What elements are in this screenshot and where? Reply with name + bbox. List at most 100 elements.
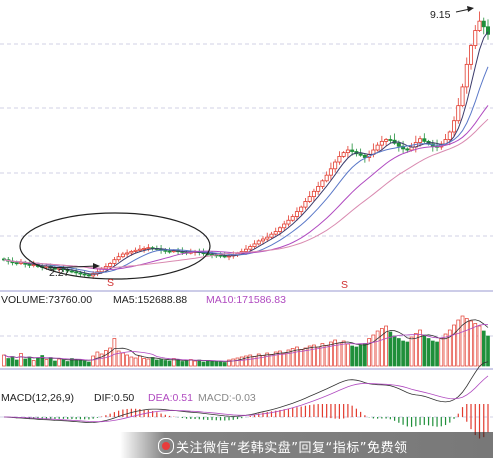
- macd-bar: [236, 417, 239, 420]
- macd-bar: [427, 417, 430, 426]
- volume-bar: [10, 356, 15, 367]
- volume-bar: [363, 343, 367, 367]
- candle-body: [485, 26, 490, 35]
- volume-bar: [303, 347, 308, 367]
- candle-body: [222, 255, 227, 258]
- ma30-line: [3, 118, 489, 269]
- volume-bar: [464, 318, 469, 367]
- candle-body: [14, 262, 19, 265]
- sell-marker: S: [341, 279, 348, 291]
- candle-body: [362, 154, 367, 158]
- candle-body: [69, 270, 74, 273]
- candle-body: [256, 240, 261, 245]
- candle-body: [384, 139, 389, 142]
- volume-bar: [469, 320, 473, 367]
- candle-body: [320, 180, 325, 187]
- low-arrow-head: [93, 263, 100, 269]
- macd-bar: [156, 412, 158, 417]
- volume-bar: [282, 353, 287, 367]
- volume-bar: [82, 360, 87, 367]
- volume-bar: [44, 359, 49, 367]
- macd-bar: [296, 407, 298, 417]
- volume-bar: [201, 361, 206, 367]
- macd-bar: [292, 407, 294, 417]
- macd-bar: [135, 408, 137, 417]
- volume-bar: [218, 361, 223, 367]
- candle-body: [388, 139, 393, 141]
- volume-bar: [116, 350, 121, 367]
- candle-body: [125, 252, 130, 255]
- volume-bar: [244, 355, 248, 367]
- volume-bar: [430, 340, 435, 367]
- candle-body: [345, 149, 350, 154]
- volume-bar: [354, 346, 359, 367]
- volume-bar: [248, 354, 253, 367]
- volume-bar: [473, 323, 478, 367]
- macd-bar: [436, 417, 438, 427]
- candle-body: [473, 30, 478, 46]
- macd-bar: [190, 417, 192, 419]
- candle-body: [303, 201, 308, 208]
- volume-bar: [435, 341, 439, 367]
- macd-bar: [58, 417, 60, 419]
- macd-bar: [160, 413, 162, 417]
- volume-bar: [2, 354, 6, 367]
- macd-bar: [402, 417, 404, 425]
- candle-body: [282, 223, 287, 229]
- ma10-line: [3, 66, 489, 273]
- macd-bar: [470, 404, 472, 430]
- volume-bar: [413, 333, 418, 367]
- candle-body: [328, 168, 333, 176]
- volume-bar: [40, 355, 45, 367]
- volume-bar: [486, 335, 490, 367]
- candle-body: [333, 161, 338, 170]
- candle-body: [86, 274, 91, 277]
- macd-bar: [283, 409, 285, 417]
- volume-bar: [87, 361, 91, 367]
- candle-body: [129, 251, 134, 254]
- macd-bar: [198, 417, 200, 420]
- candle-body: [452, 120, 457, 133]
- macd-bar: [113, 412, 115, 417]
- volume-bar: [443, 333, 448, 367]
- volume-bar: [129, 356, 134, 367]
- macd-bar: [270, 411, 273, 417]
- volume-bar: [346, 343, 350, 367]
- volume-bar: [180, 361, 185, 367]
- volume-bar: [371, 334, 376, 367]
- candle-body: [307, 196, 312, 202]
- macd-bar: [249, 415, 251, 417]
- macd-bar: [279, 409, 281, 417]
- volume-bar: [299, 349, 304, 367]
- macd-bar: [440, 417, 442, 427]
- macd-bar: [215, 417, 217, 421]
- volume-bar: [142, 358, 146, 367]
- volume-bar: [447, 329, 452, 367]
- volume-bar: [99, 353, 104, 367]
- candle-body: [299, 206, 304, 213]
- volume-bar: [171, 358, 176, 367]
- macd-bar: [241, 417, 243, 419]
- macd-bar: [381, 417, 383, 419]
- macd-histogram: [3, 361, 489, 439]
- volume-bar: [112, 338, 117, 367]
- macd-bar: [355, 408, 357, 417]
- macd-bar: [262, 412, 264, 417]
- macd-bar: [377, 417, 379, 419]
- macd-bar: [109, 413, 111, 417]
- candle-body: [294, 211, 299, 217]
- macd-bar: [164, 414, 166, 417]
- macd-bar: [253, 414, 256, 417]
- candle-body: [405, 148, 410, 151]
- volume-bar: [227, 359, 231, 367]
- volume-bar: [456, 319, 461, 367]
- macd-bar: [139, 409, 141, 417]
- volume-bar: [193, 360, 197, 367]
- volume-ma5: MA5:152688.88: [113, 294, 187, 306]
- volume-bar: [380, 328, 384, 367]
- macd-bar: [326, 404, 328, 418]
- volume-bar: [133, 357, 138, 367]
- macd-bar: [219, 417, 222, 421]
- volume-bar: [265, 352, 270, 367]
- candle-body: [252, 243, 257, 247]
